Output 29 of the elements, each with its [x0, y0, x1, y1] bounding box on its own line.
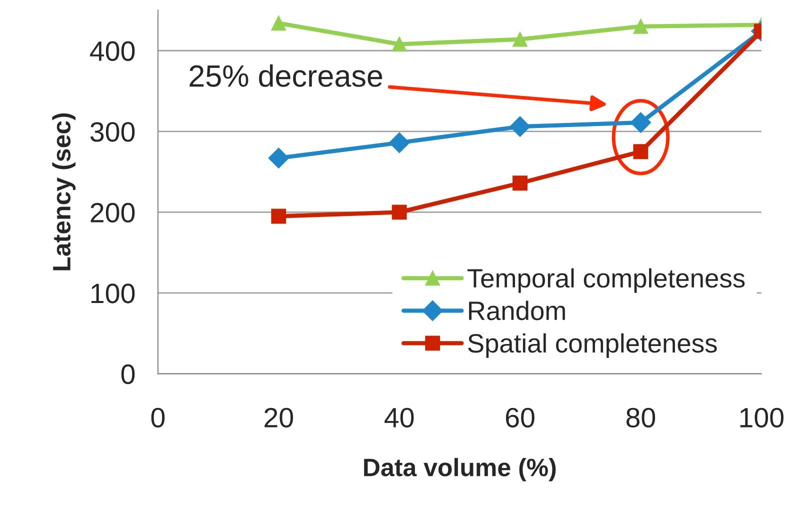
- point: [633, 18, 648, 34]
- y-tick-label: 100: [92, 284, 135, 304]
- legend-label: Spatial completeness: [468, 333, 717, 358]
- y-tick-label: 300: [90, 122, 135, 142]
- point: [510, 116, 530, 137]
- legend-label: Temporal completeness: [468, 268, 745, 293]
- y-tick-label: 200: [90, 202, 135, 223]
- x-tick-label: 80: [626, 408, 656, 428]
- y-axis-title: Latency (sec): [52, 113, 76, 270]
- point: [268, 148, 289, 168]
- y-tick-label: 400: [90, 41, 135, 61]
- x-tick-label: 60: [506, 408, 534, 428]
- point: [392, 204, 407, 220]
- point: [512, 176, 528, 191]
- point: [512, 32, 528, 47]
- point: [271, 16, 286, 31]
- point: [392, 36, 407, 52]
- legend-label: Random: [469, 300, 565, 320]
- x-axis-title: Data volume (%): [364, 458, 556, 482]
- point: [388, 132, 410, 154]
- point: [630, 112, 652, 133]
- point: [633, 144, 648, 160]
- y-tick-label: 0: [121, 364, 135, 384]
- x-tick-label: 100: [740, 408, 784, 428]
- x-tick-label: 20: [264, 408, 294, 428]
- point: [271, 208, 286, 224]
- annotation: 25% decrease: [190, 64, 382, 87]
- x-tick-label: 40: [384, 408, 414, 428]
- x-tick-label: 0: [151, 408, 165, 428]
